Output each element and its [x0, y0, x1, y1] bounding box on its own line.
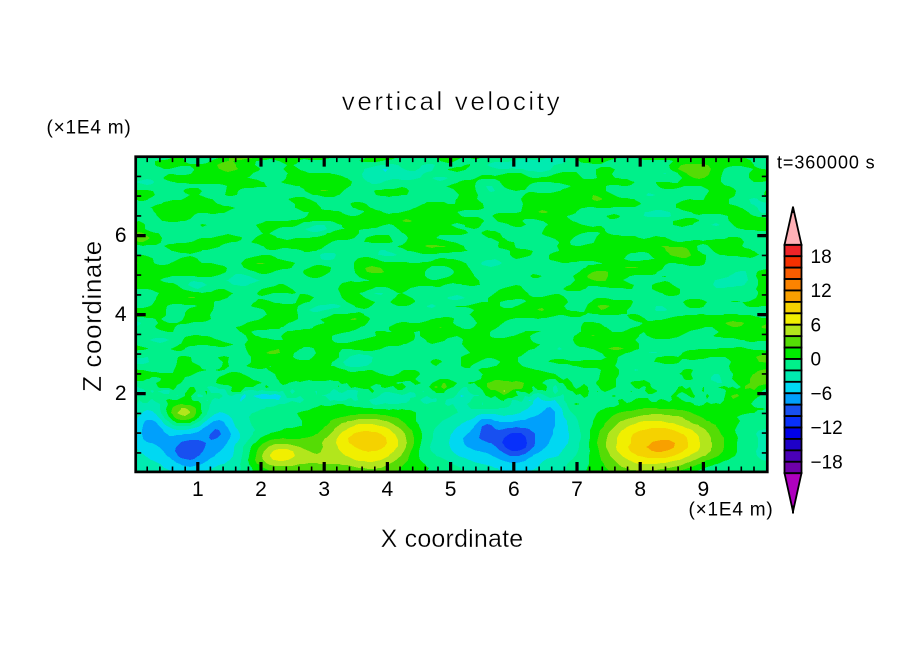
svg-text:0: 0: [811, 350, 822, 371]
svg-text:6: 6: [508, 478, 520, 501]
svg-text:7: 7: [571, 478, 583, 501]
svg-text:9: 9: [698, 478, 710, 501]
svg-text:3: 3: [318, 478, 330, 501]
svg-text:8: 8: [634, 478, 646, 501]
svg-text:X coordinate: X coordinate: [381, 525, 524, 553]
svg-text:−6: −6: [811, 384, 833, 405]
svg-text:2: 2: [255, 478, 267, 501]
svg-text:2: 2: [115, 382, 127, 405]
svg-text:5: 5: [445, 478, 457, 501]
svg-text:6: 6: [811, 315, 822, 336]
svg-text:Z coordinate: Z coordinate: [77, 240, 107, 392]
svg-text:(×1E4 m): (×1E4 m): [47, 118, 132, 139]
svg-text:t=360000 s: t=360000 s: [777, 153, 876, 173]
svg-text:−18: −18: [811, 453, 843, 474]
svg-text:vertical velocity: vertical velocity: [342, 86, 562, 116]
svg-text:1: 1: [192, 478, 204, 501]
svg-text:4: 4: [382, 478, 394, 501]
svg-text:12: 12: [811, 281, 832, 302]
svg-text:18: 18: [811, 247, 832, 268]
svg-text:(×1E4 m): (×1E4 m): [689, 500, 774, 521]
svg-text:−12: −12: [811, 418, 843, 439]
svg-text:6: 6: [115, 224, 127, 247]
svg-text:4: 4: [115, 303, 127, 326]
